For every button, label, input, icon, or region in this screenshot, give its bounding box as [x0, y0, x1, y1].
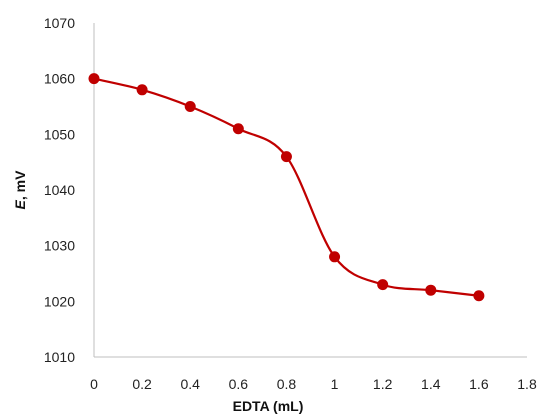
y-tick-label: 1020 [44, 293, 75, 309]
data-point [473, 290, 485, 302]
data-point [136, 84, 148, 96]
x-tick-label: 0.8 [277, 376, 297, 392]
y-tick-label: 1070 [44, 15, 75, 31]
data-point [280, 151, 292, 163]
y-axis-title-variable: E [12, 199, 28, 209]
x-axis: 0 0.2 0.4 0.6 0.8 1 1.2 1.4 1.6 1.8 [90, 356, 537, 392]
x-tick-label: 0.6 [229, 376, 249, 392]
x-tick-label: 0.4 [180, 376, 200, 392]
x-tick-label: 1.2 [373, 376, 393, 392]
data-point [425, 284, 437, 296]
y-tick-label: 1030 [44, 238, 75, 254]
data-point [232, 123, 244, 135]
x-tick-label: 0.2 [132, 376, 152, 392]
x-tick-label: 1.8 [517, 376, 537, 392]
data-point [88, 73, 100, 85]
x-tick-label: 1 [331, 376, 339, 392]
data-points [88, 73, 485, 302]
data-point [377, 279, 389, 291]
y-tick-label: 1010 [44, 349, 75, 365]
x-tick-labels: 0 0.2 0.4 0.6 0.8 1 1.2 1.4 1.6 1.8 [90, 376, 537, 392]
y-tick-label: 1050 [44, 126, 75, 142]
x-tick-label: 0 [90, 376, 98, 392]
y-tick-labels: 1010 1020 1030 1040 1050 1060 1070 [44, 15, 75, 365]
y-axis-title: E, mV [12, 170, 28, 210]
x-tick-label: 1.4 [421, 376, 441, 392]
x-tick-label: 1.6 [469, 376, 489, 392]
data-point [184, 101, 196, 112]
y-axis: 1010 1020 1030 1040 1050 1060 1070 [44, 15, 95, 365]
y-tick-label: 1040 [44, 182, 75, 198]
series-curve [93, 77, 480, 297]
data-point [329, 251, 341, 263]
y-tick-label: 1060 [44, 71, 75, 87]
y-axis-title-unit: , mV [12, 170, 28, 200]
x-axis-title: EDTA (mL) [233, 398, 304, 414]
